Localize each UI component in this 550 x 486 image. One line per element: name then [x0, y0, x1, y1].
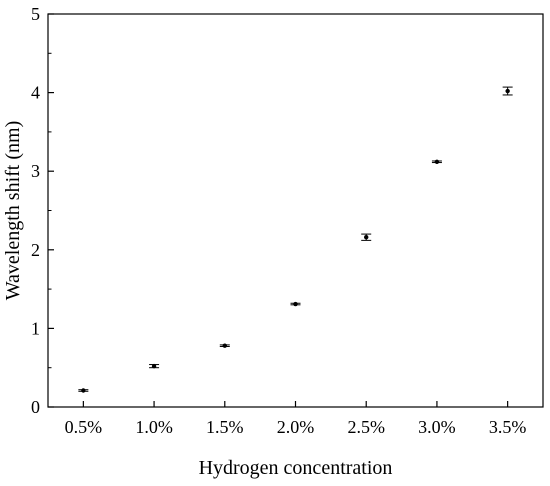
data-point — [290, 301, 301, 307]
y-tick-label: 3 — [31, 161, 40, 181]
y-tick-label: 2 — [31, 240, 40, 260]
data-marker — [505, 88, 510, 94]
data-point — [502, 86, 513, 96]
data-marker — [434, 159, 440, 164]
x-tick-label: 2.5% — [347, 417, 385, 437]
data-point — [219, 343, 230, 348]
data-point — [149, 363, 160, 369]
x-tick-label: 1.5% — [206, 417, 244, 437]
data-point — [361, 233, 372, 241]
y-tick-label: 5 — [31, 4, 40, 24]
y-tick-label: 4 — [31, 83, 40, 103]
y-tick-label: 1 — [31, 318, 40, 338]
data-point — [431, 159, 442, 164]
x-tick-label: 3.0% — [418, 417, 456, 437]
plot-area — [47, 13, 544, 408]
y-tick-label: 0 — [31, 397, 40, 417]
x-axis-title: Hydrogen concentration — [199, 457, 393, 479]
data-marker — [364, 235, 369, 240]
y-axis-title: Wavelength shift (nm) — [2, 121, 24, 300]
x-tick-label: 0.5% — [65, 417, 103, 437]
data-marker — [81, 388, 86, 393]
data-series — [78, 86, 513, 393]
x-tick-label: 3.5% — [489, 417, 527, 437]
x-tick-label: 1.0% — [135, 417, 173, 437]
data-marker — [222, 343, 227, 348]
data-marker — [151, 363, 157, 369]
data-marker — [293, 301, 298, 307]
y-axis: 0 1 2 3 4 5 — [31, 4, 54, 417]
x-tick-label: 2.0% — [277, 417, 315, 437]
x-axis: 0.5% 1.0% 1.5% 2.0% 2.5% 3.0% 3.5% — [65, 401, 527, 437]
data-point — [78, 388, 89, 393]
